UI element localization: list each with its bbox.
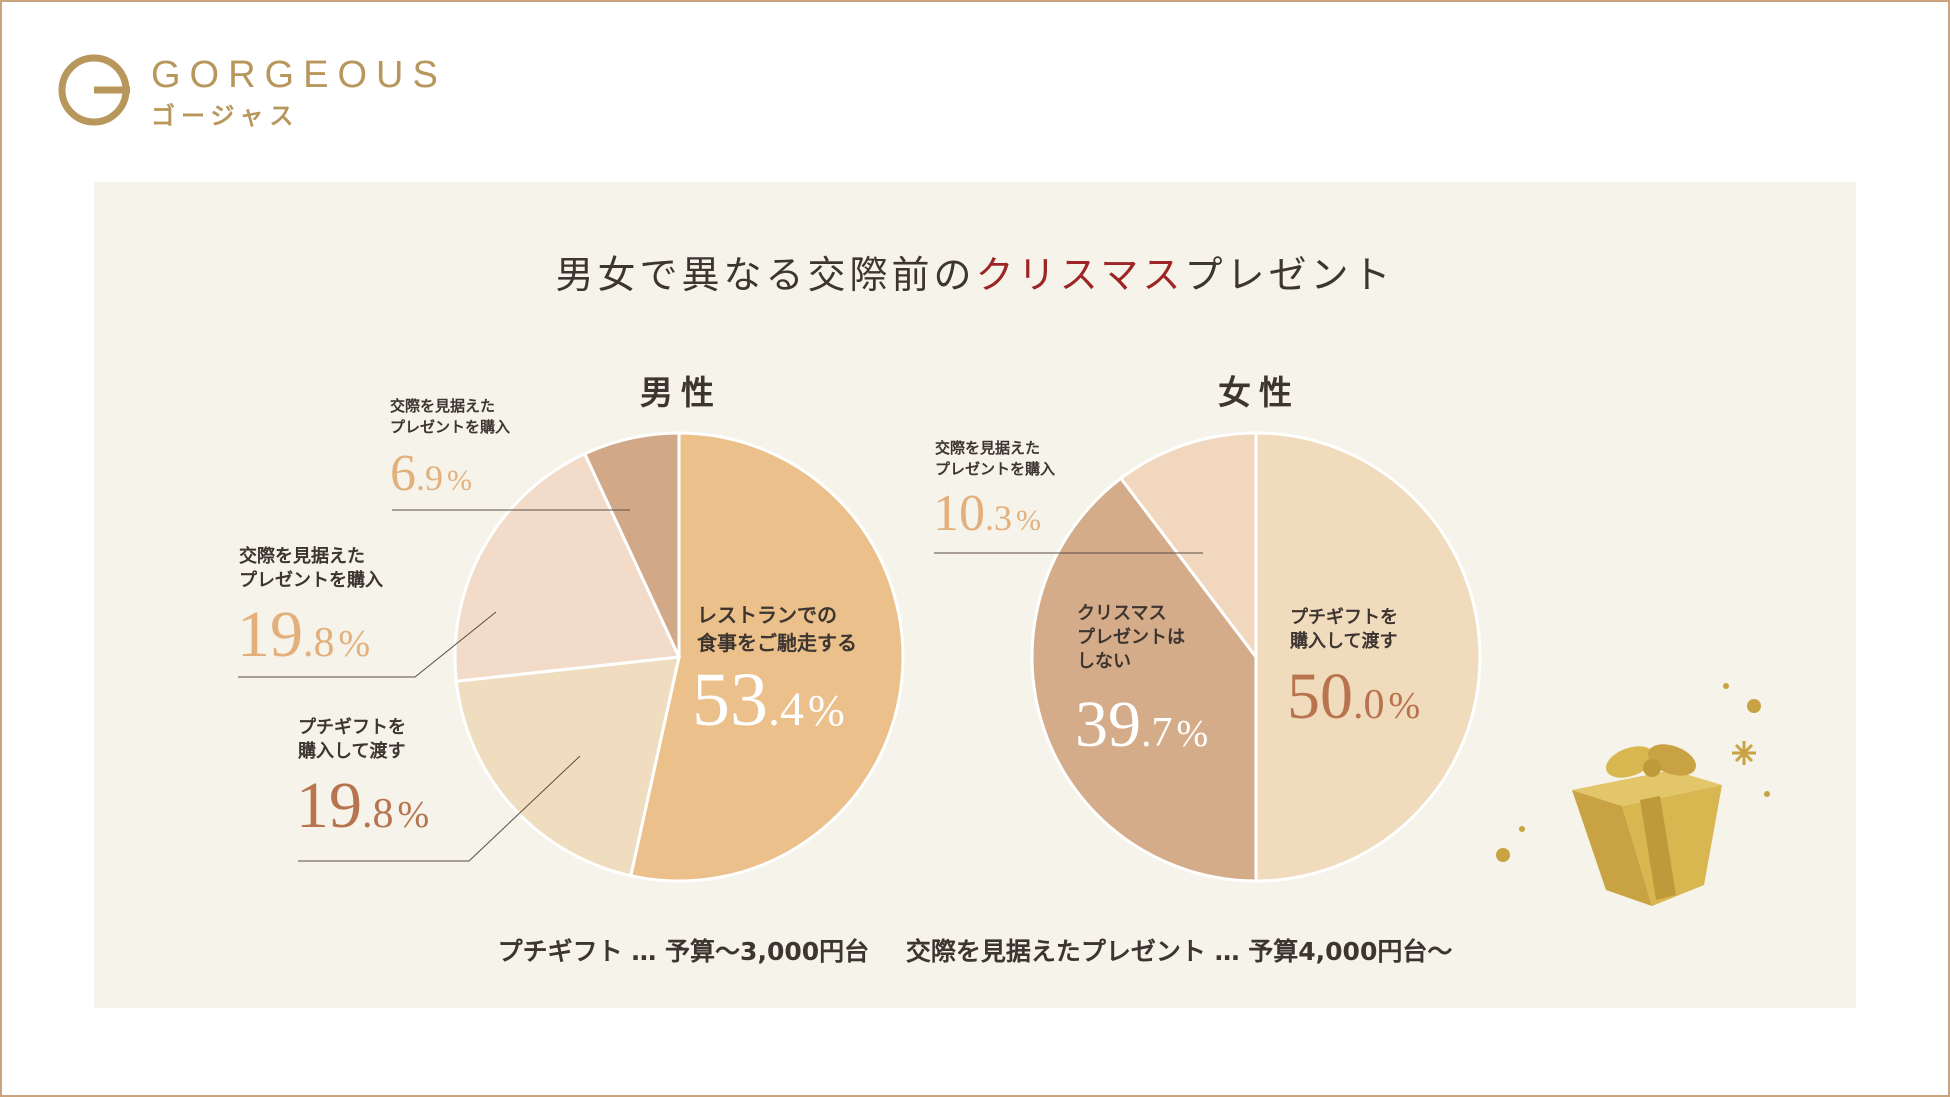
female-pie [1030, 431, 1482, 883]
female-slice-1 [1030, 476, 1258, 883]
gift-box-lid [1572, 770, 1722, 806]
label-male-petit: プチギフトを 購入して渡す [298, 717, 406, 762]
sparkle-dot [1764, 791, 1770, 797]
pct-male-restaurant: 53.4% [692, 658, 845, 742]
title-tail: プレゼント [1184, 253, 1395, 297]
footer-present-budget: 交際を見据えたプレゼント … 予算4,000円台〜 [905, 937, 1453, 966]
pct-male-present-a: 19.8% [237, 598, 371, 671]
label-female-petit: プチギフトを 購入して渡す [1290, 607, 1398, 652]
label-male-present-b: 交際を見据えた プレゼントを購入 [390, 397, 511, 436]
female-slice-2 [1118, 431, 1258, 662]
pct-male-present-b: 6.9% [390, 445, 472, 502]
sparkle-dot [1519, 826, 1525, 832]
budget-footer: プチギフト … 予算〜3,000円台 交際を見据えたプレゼント … 予算4,00… [0, 932, 1950, 968]
female-title: 女性 [1218, 373, 1300, 412]
pct-female-present: 10.3% [933, 485, 1041, 542]
male-slice-2 [453, 451, 682, 683]
female-slice-0 [1254, 431, 1482, 883]
gift-illustration [1496, 683, 1770, 906]
leader-line-male-petit [298, 755, 581, 862]
brand-mark-icon [58, 54, 130, 126]
label-male-restaurant: レストランでの 食事をご馳走する [697, 603, 857, 655]
footer-petit-budget: プチギフト … 予算〜3,000円台 [497, 937, 870, 966]
gift-ribbon [1640, 796, 1676, 900]
pct-male-petit: 19.8% [296, 769, 430, 842]
brand-name: GORGEOUS [151, 54, 447, 96]
gift-bow-knot [1643, 759, 1661, 777]
label-male-present-a: 交際を見据えた プレゼントを購入 [239, 546, 383, 591]
pct-female-petit: 50.0% [1287, 660, 1421, 733]
gift-bow-left [1606, 746, 1654, 778]
page-title: 男女で異なる交際前のクリスマスプレゼント [0, 244, 1950, 299]
label-female-present: 交際を見据えた プレゼントを購入 [935, 439, 1056, 478]
male-slice-3 [582, 431, 681, 658]
sparkle-dot [1747, 699, 1761, 713]
male-slice-1 [454, 655, 681, 878]
sparkle-dot [1496, 848, 1510, 862]
sparkle-dot [1723, 683, 1729, 689]
pct-female-none: 39.7% [1075, 688, 1209, 761]
label-female-none: クリスマス プレゼントは しない [1077, 603, 1185, 672]
title-main: 男女で異なる交際前の [555, 253, 976, 297]
gift-box-side [1572, 790, 1652, 906]
male-pie [453, 431, 905, 883]
male-slice-0 [628, 431, 905, 883]
infographic-panel [94, 182, 1856, 1008]
title-accent: クリスマス [975, 253, 1185, 297]
male-title: 男性 [640, 373, 722, 412]
brand-kana: ゴージャス [151, 102, 300, 130]
leader-line-male-present-a [238, 611, 497, 678]
sparkle-star-icon [1732, 741, 1756, 765]
